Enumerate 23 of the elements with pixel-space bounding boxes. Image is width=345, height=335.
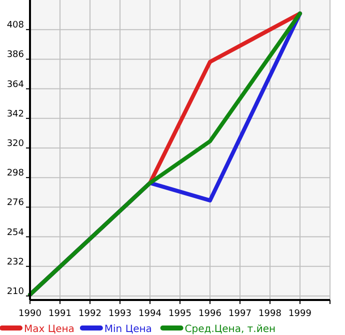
y-tick-label: 276 — [6, 198, 24, 208]
x-tick-label: 1993 — [108, 309, 132, 319]
legend-label: Min Цена — [104, 324, 152, 335]
x-tick-label: 1998 — [258, 309, 282, 319]
y-tick-label: 232 — [6, 257, 24, 268]
x-tick-label: 1996 — [198, 309, 222, 319]
y-tick-label: 210 — [6, 286, 24, 297]
x-tick-label: 1992 — [78, 309, 102, 319]
x-tick-label: 1999 — [288, 309, 312, 319]
legend-label: Max Цена — [24, 324, 74, 335]
x-tick-label: 1995 — [168, 309, 192, 319]
x-tick-label: 1994 — [138, 309, 162, 319]
x-tick-label: 1990 — [18, 309, 42, 319]
x-tick-label: 1997 — [228, 309, 252, 319]
legend-label: Сред.Цена, т.йен — [184, 324, 276, 335]
x-tick-label: 1991 — [48, 309, 72, 319]
y-tick-label: 342 — [6, 109, 24, 120]
y-tick-label: 408 — [6, 20, 24, 31]
y-tick-label: 364 — [6, 80, 24, 90]
y-tick-label: 386 — [6, 50, 24, 60]
y-tick-label: 320 — [6, 138, 24, 149]
y-tick-label: 254 — [6, 228, 24, 238]
y-tick-label: 298 — [6, 168, 24, 179]
